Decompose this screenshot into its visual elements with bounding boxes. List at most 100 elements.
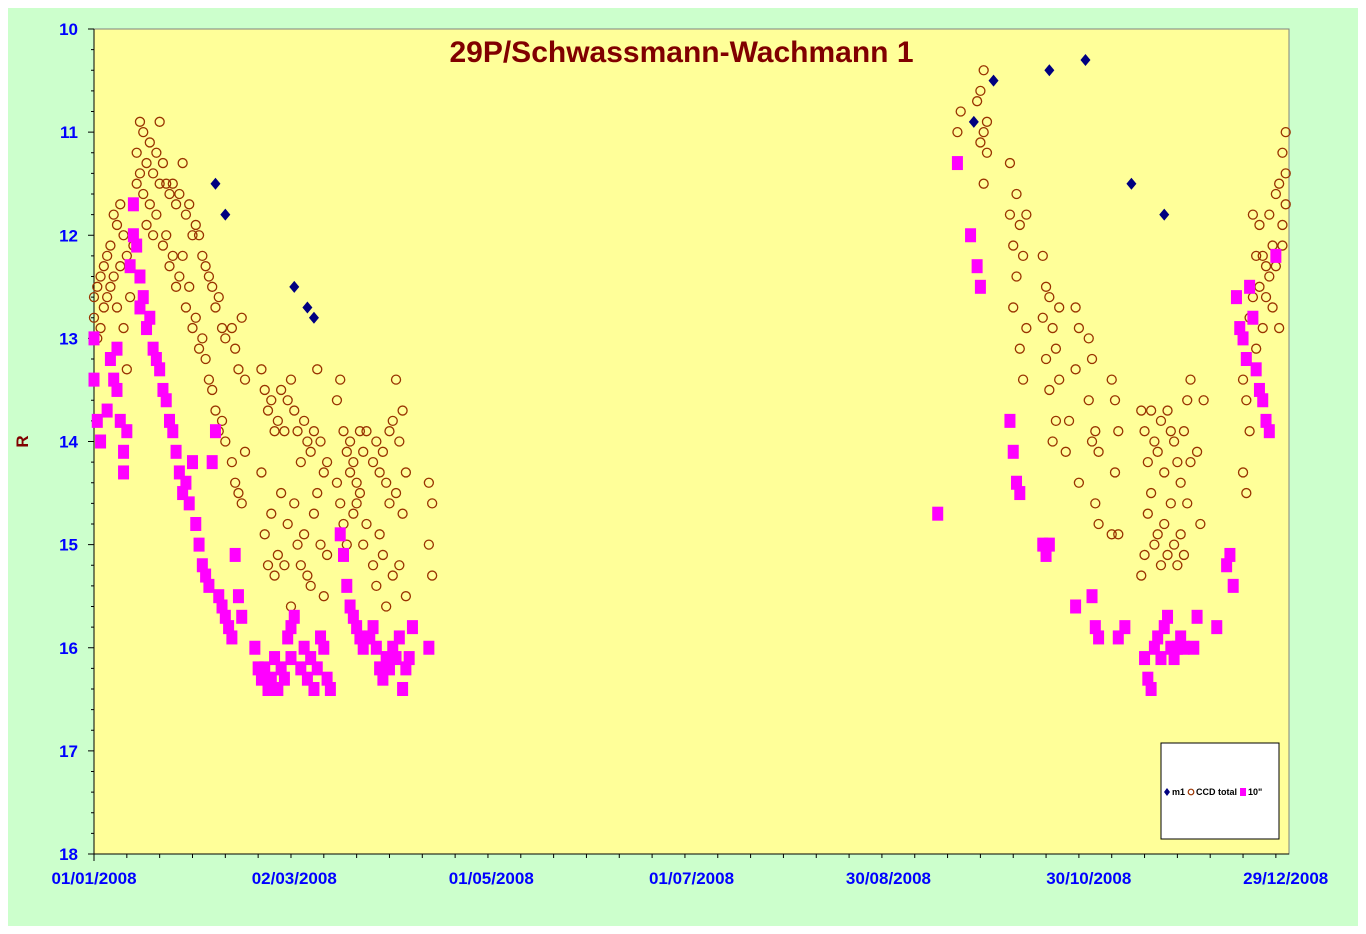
- ccd-total-point: [230, 477, 241, 488]
- ccd-total-point: [1145, 487, 1157, 499]
- ten-inch-point: [91, 413, 103, 428]
- ten-inch-point: [272, 682, 284, 696]
- ten-inch-point: [1257, 393, 1269, 408]
- ccd-total-point: [1044, 291, 1055, 303]
- ccd-total-point: [213, 291, 224, 303]
- ten-inch-point: [315, 630, 327, 645]
- ccd-total-point: [302, 570, 313, 581]
- ten-inch-point: [137, 290, 149, 305]
- ten-inch-point: [111, 341, 123, 356]
- ten-inch-point: [147, 341, 159, 356]
- ccd-total-point: [1178, 549, 1190, 561]
- ccd-total-point: [161, 178, 172, 189]
- ccd-total-point: [358, 446, 369, 457]
- legend: m1 CCD total 10": [1160, 742, 1280, 840]
- m1-point: [968, 115, 979, 128]
- ccd-total-point: [387, 570, 398, 581]
- ccd-total-point: [167, 250, 178, 262]
- ccd-total-point: [184, 281, 195, 292]
- ccd-total-point: [384, 498, 395, 509]
- ccd-total-point: [400, 591, 412, 602]
- ten-inch-point: [338, 547, 350, 562]
- ten-inch-point: [1178, 640, 1190, 655]
- ten-inch-point: [298, 640, 310, 655]
- ccd-total-point: [216, 322, 228, 334]
- ccd-total-point: [177, 157, 188, 169]
- ten-inch-point: [301, 671, 313, 686]
- ccd-total-point: [210, 302, 221, 313]
- ten-inch-point: [1007, 444, 1019, 459]
- ccd-total-point: [88, 312, 100, 323]
- ten-inch-point: [390, 651, 402, 666]
- ccd-total-point: [1244, 426, 1255, 437]
- ten-inch-point: [127, 197, 139, 212]
- ccd-total-point: [187, 322, 198, 334]
- ccd-total-point: [1136, 570, 1147, 581]
- ten-inch-point: [1086, 589, 1098, 604]
- ccd-total-point: [1054, 374, 1065, 385]
- ccd-total-point: [233, 487, 244, 499]
- ten-inch-point: [351, 620, 363, 635]
- ten-inch-point: [193, 537, 205, 552]
- ccd-total-point: [397, 405, 408, 416]
- ccd-total-point: [259, 529, 270, 540]
- ccd-total-point: [312, 364, 323, 375]
- ten-inch-point: [1230, 290, 1242, 305]
- ccd-total-point: [95, 271, 106, 282]
- ccd-total-point: [1086, 353, 1098, 365]
- ccd-total-point: [358, 539, 369, 550]
- ccd-total-point: [1044, 384, 1055, 396]
- ten-inch-point: [321, 671, 333, 686]
- ccd-total-point: [1152, 529, 1163, 540]
- ccd-total-point: [170, 199, 182, 210]
- ccd-total-point: [187, 230, 198, 241]
- ccd-total-point: [151, 209, 162, 220]
- legend-label: 10": [1248, 787, 1262, 797]
- ccd-total-point: [423, 477, 435, 488]
- m1-point: [210, 177, 221, 190]
- ten-inch-point: [1165, 640, 1177, 655]
- ccd-total-point: [190, 219, 201, 231]
- ccd-total-point: [426, 570, 438, 581]
- ten-inch-point: [1158, 620, 1170, 635]
- ccd-total-point: [351, 498, 362, 509]
- ccd-total-point: [272, 549, 283, 561]
- ccd-total-point: [1274, 178, 1285, 189]
- ccd-total-point: [1106, 529, 1117, 540]
- ccd-total-point: [1106, 374, 1117, 385]
- ccd-total-point: [285, 374, 297, 385]
- ccd-total-point: [131, 178, 142, 189]
- ten-inch-point: [347, 609, 359, 624]
- y-tick-label: 14: [59, 433, 78, 452]
- ccd-total-point: [1047, 436, 1058, 447]
- ccd-total-point: [377, 446, 389, 457]
- x-tick-label: 01/01/2008: [51, 869, 136, 888]
- ccd-total-point: [1086, 436, 1098, 447]
- ccd-total-point: [269, 426, 280, 437]
- y-tick-label: 18: [59, 845, 78, 864]
- ccd-total-point: [272, 415, 283, 427]
- ccd-total-point: [1277, 240, 1288, 251]
- ten-inch-point: [971, 259, 983, 274]
- ccd-total-point: [190, 312, 201, 323]
- ccd-total-point: [236, 312, 247, 323]
- data-marks: [88, 53, 1291, 696]
- ccd-total-point: [256, 467, 267, 478]
- ten-inch-point: [295, 661, 307, 676]
- ten-inch-point: [308, 682, 320, 696]
- ccd-total-point: [141, 157, 152, 169]
- ccd-total-point: [1139, 549, 1150, 561]
- ccd-total-point: [174, 271, 185, 282]
- ccd-total-point: [305, 446, 316, 457]
- ccd-total-point: [361, 518, 372, 530]
- ccd-total-point: [1037, 250, 1048, 262]
- ccd-total-point: [1050, 343, 1062, 354]
- ccd-total-point: [207, 281, 218, 292]
- ccd-total-point: [1017, 374, 1029, 385]
- y-tick-label: 11: [60, 123, 78, 142]
- ten-inch-point: [1270, 248, 1282, 263]
- ccd-total-point: [397, 508, 408, 519]
- ccd-total-point: [1155, 415, 1167, 427]
- ten-inch-point: [1191, 609, 1203, 624]
- ten-inch-point: [285, 620, 297, 635]
